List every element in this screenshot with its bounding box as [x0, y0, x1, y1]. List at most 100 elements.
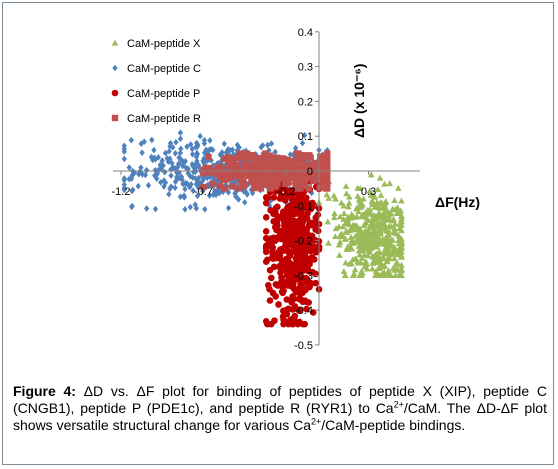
data-point — [391, 228, 399, 235]
data-point — [291, 303, 299, 310]
data-point — [177, 129, 184, 137]
data-point — [372, 202, 379, 209]
data-point — [281, 196, 289, 204]
data-point — [361, 251, 368, 258]
data-point — [331, 210, 338, 217]
data-point — [144, 205, 150, 212]
data-point — [242, 199, 248, 206]
data-point — [129, 203, 135, 211]
data-point — [292, 167, 300, 174]
data-point — [155, 154, 161, 161]
data-point — [312, 279, 320, 287]
data-point — [139, 149, 145, 156]
data-point — [373, 237, 381, 244]
data-point — [378, 272, 385, 279]
data-point — [391, 206, 399, 213]
data-point — [237, 154, 245, 162]
data-point — [311, 256, 318, 263]
data-point — [392, 260, 399, 267]
data-point — [188, 141, 194, 148]
data-point — [323, 164, 330, 171]
data-point — [288, 174, 295, 182]
data-point — [340, 210, 348, 217]
data-point — [352, 222, 359, 229]
data-point — [283, 244, 290, 252]
data-point — [218, 158, 224, 165]
data-point — [158, 179, 164, 186]
data-point — [179, 157, 186, 165]
data-point — [208, 157, 214, 164]
data-point — [143, 166, 150, 174]
data-point — [381, 180, 388, 187]
y-tick-label: 0.2 — [298, 96, 313, 108]
data-point — [375, 220, 383, 226]
data-point — [324, 218, 332, 225]
data-point — [279, 289, 287, 297]
data-point — [210, 169, 218, 177]
data-point — [262, 228, 270, 235]
data-point — [297, 281, 305, 288]
data-point — [219, 149, 225, 156]
data-point — [264, 194, 272, 201]
data-point — [324, 152, 331, 159]
data-point — [184, 180, 190, 187]
data-point — [280, 217, 288, 225]
data-point — [254, 183, 261, 190]
data-point — [174, 169, 180, 177]
data-point — [187, 203, 193, 211]
data-point — [168, 166, 174, 173]
data-point — [225, 147, 231, 155]
data-point — [174, 175, 181, 183]
data-point — [391, 265, 399, 272]
data-point — [317, 153, 324, 160]
caption-text: ΔD vs. ΔF plot for binding of peptides o… — [13, 383, 547, 433]
data-point — [283, 296, 291, 303]
data-point — [212, 176, 219, 184]
data-point — [297, 185, 304, 192]
data-point — [392, 272, 399, 279]
data-point — [322, 185, 330, 192]
data-point — [294, 180, 302, 187]
data-point — [369, 192, 377, 199]
data-point — [342, 235, 349, 242]
data-point — [376, 174, 384, 181]
caption-superscript: 2+ — [311, 416, 322, 427]
data-point — [380, 213, 387, 220]
data-point — [166, 190, 172, 198]
data-point — [193, 205, 200, 212]
data-point — [269, 255, 277, 262]
data-point — [381, 202, 389, 209]
data-point — [255, 154, 262, 162]
caption-superscript: 2+ — [393, 399, 404, 410]
data-point — [195, 178, 201, 186]
data-point — [398, 197, 405, 204]
data-point — [272, 281, 280, 288]
data-point — [203, 146, 209, 154]
data-point — [396, 236, 404, 243]
data-point — [200, 157, 206, 164]
data-point — [181, 159, 187, 167]
data-point — [356, 195, 364, 202]
data-point — [380, 253, 387, 260]
data-point — [394, 184, 402, 191]
data-point — [303, 305, 310, 313]
data-point — [194, 157, 200, 165]
data-point — [262, 242, 270, 250]
data-point — [266, 297, 274, 304]
data-point — [161, 183, 167, 190]
x-tick-label: -1.2 — [112, 186, 131, 198]
data-point — [194, 192, 201, 200]
data-point — [251, 184, 258, 192]
x-tick-label: -0.2 — [277, 186, 296, 198]
data-point — [139, 171, 146, 178]
data-point — [172, 149, 178, 157]
data-point — [366, 187, 373, 194]
data-point — [126, 175, 132, 183]
data-point — [349, 240, 357, 246]
data-point — [193, 143, 199, 151]
data-point — [274, 222, 281, 229]
data-point — [232, 190, 238, 197]
data-point — [275, 173, 282, 180]
data-point — [302, 229, 309, 237]
data-point — [286, 215, 293, 223]
